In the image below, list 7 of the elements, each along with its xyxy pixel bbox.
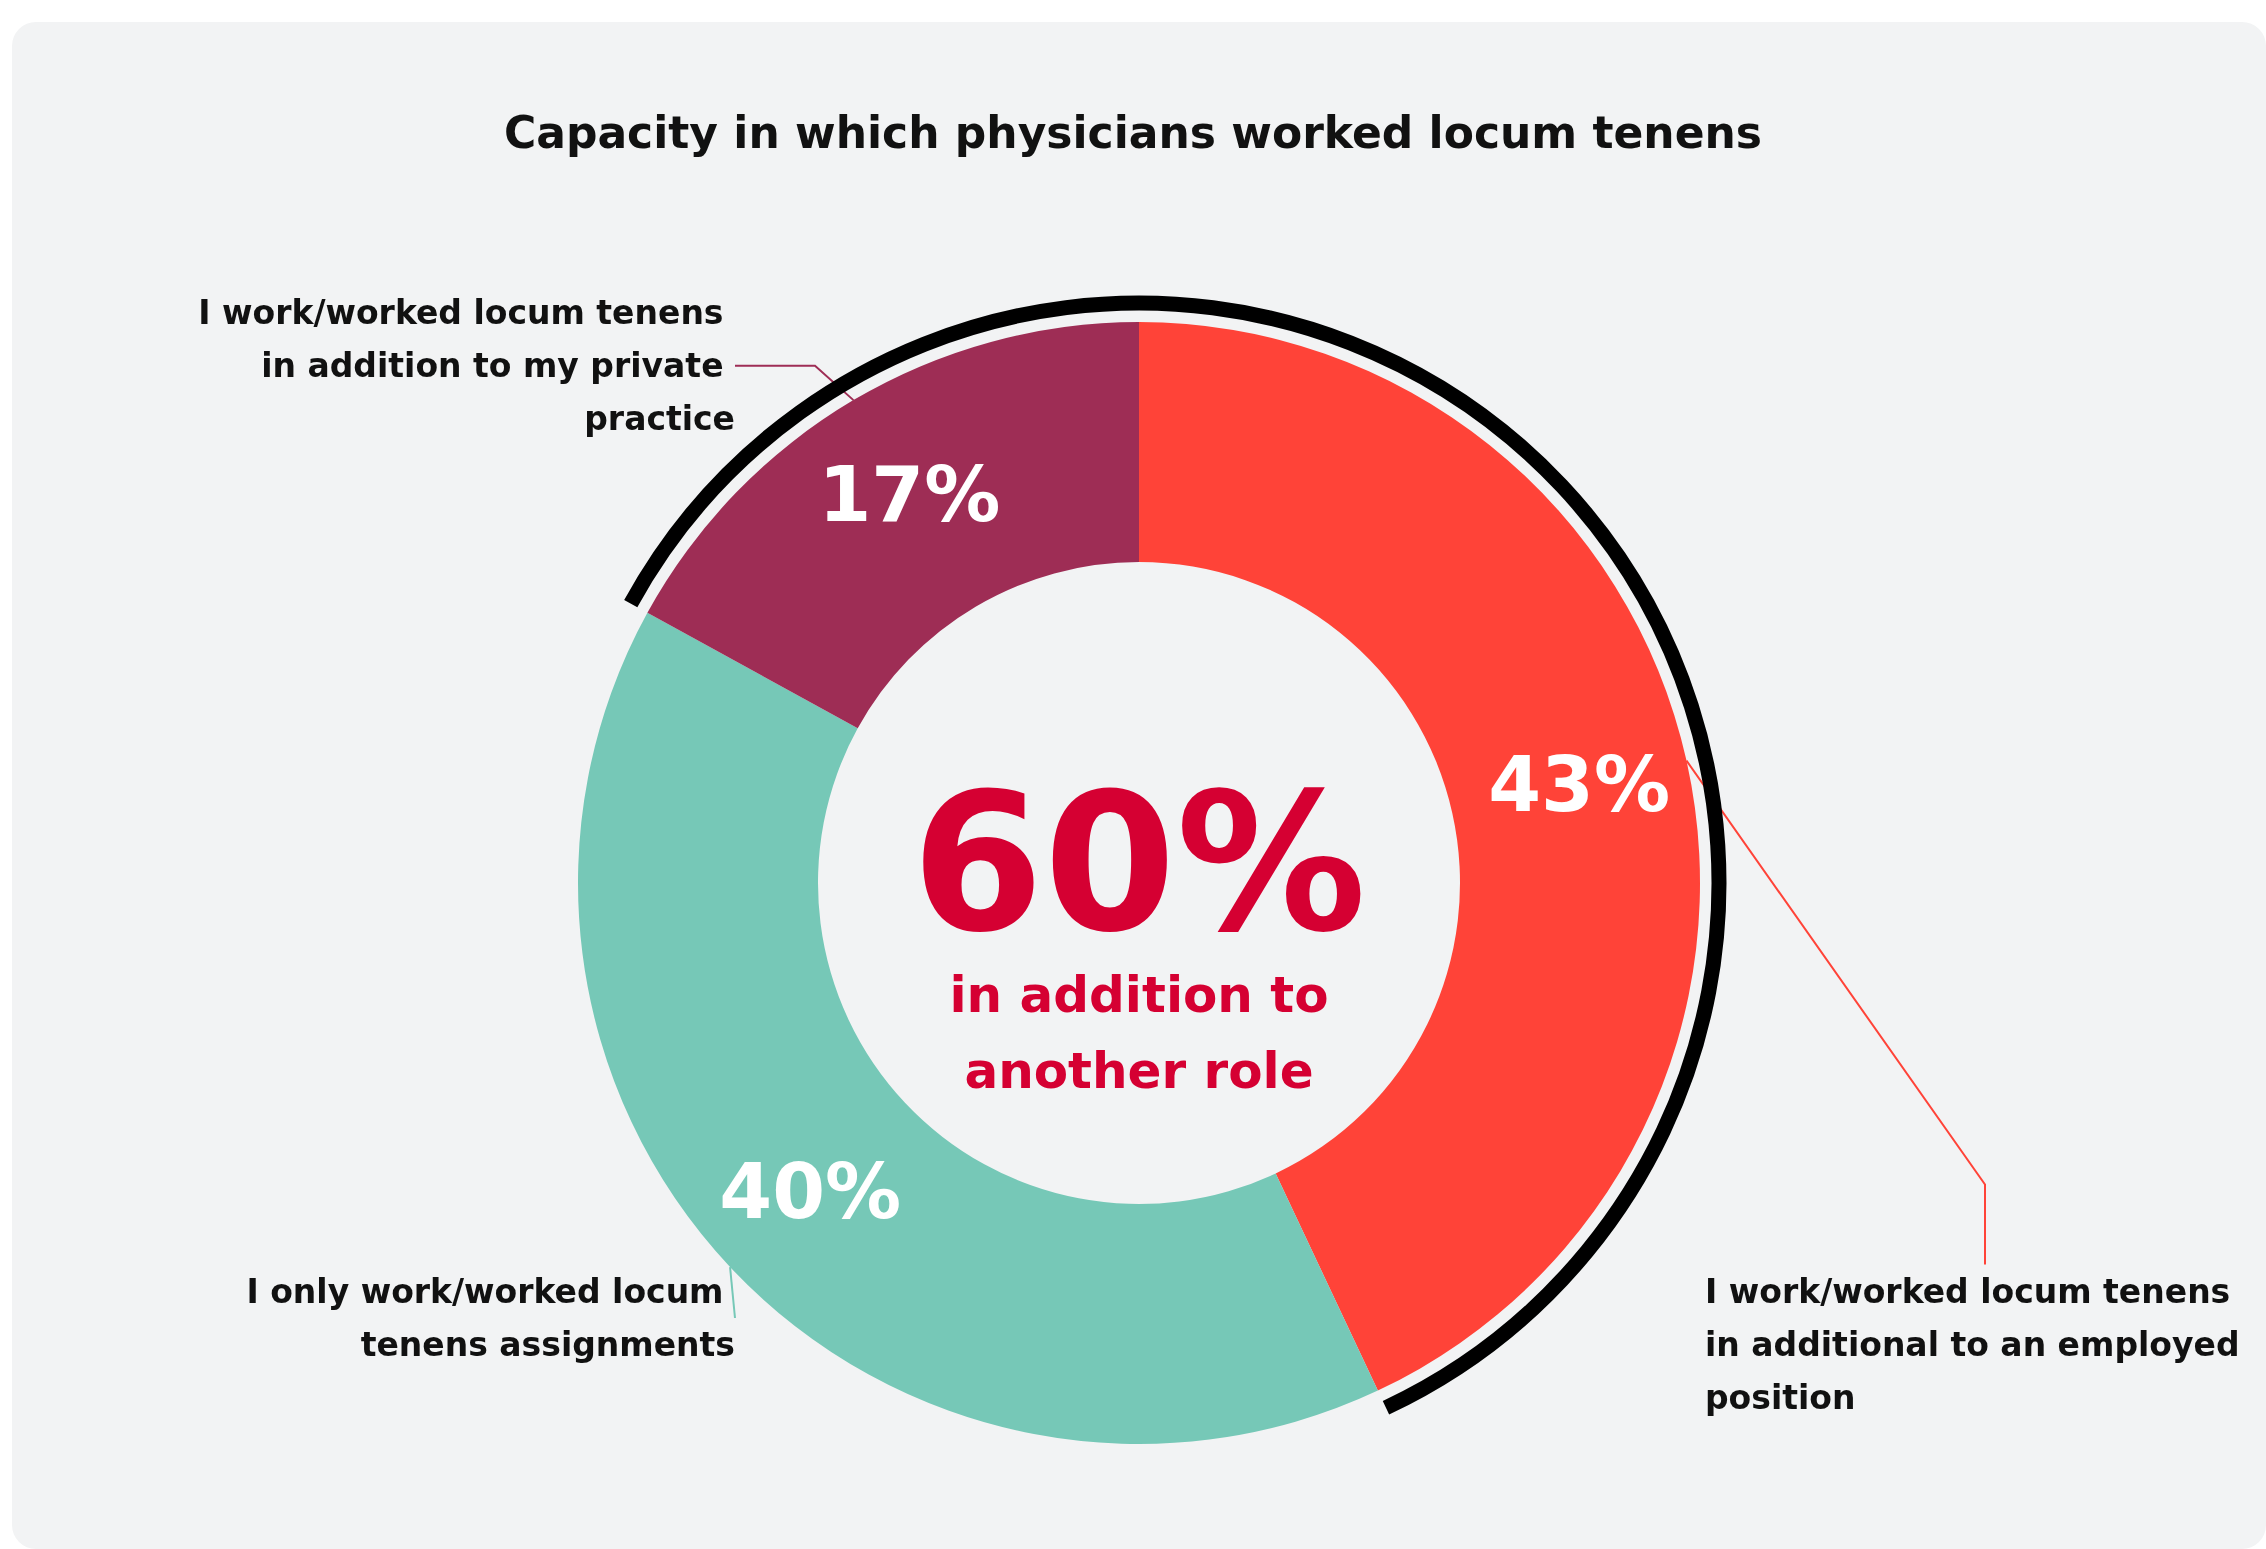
data-label: 17% [818,450,1001,540]
chart-title: Capacity in which physicians worked locum tenens [503,106,1763,158]
slice-label: I work/worked locum tenens in addition to my private practice [198,293,735,439]
data-label: 43% [1488,740,1671,830]
slice-label: I only work/worked locum tenens assignments [246,1272,735,1364]
slice-label: I work/worked locum tenens in additional to an employed position [1705,1271,2251,1417]
data-label: 40% [719,1147,902,1237]
